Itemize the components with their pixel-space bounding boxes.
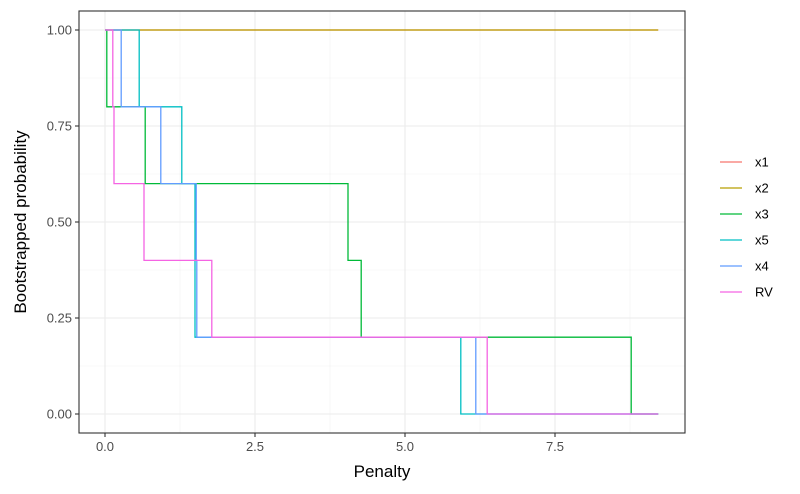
y-tick-label: 1.00 <box>47 23 72 38</box>
legend: x1 x2 x3 x5 x4 RV <box>720 155 773 300</box>
legend-item-rv: RV <box>720 285 773 300</box>
legend-label: x4 <box>755 259 769 274</box>
legend-item-x1: x1 <box>720 155 769 170</box>
legend-label: x5 <box>755 233 769 248</box>
y-tick-label: 0.50 <box>47 215 72 230</box>
y-tick-label: 0.75 <box>47 119 72 134</box>
legend-item-x5: x5 <box>720 233 769 248</box>
x-axis-title: Penalty <box>354 462 411 481</box>
series-line-rv <box>105 29 659 415</box>
x-tick-label: 2.5 <box>246 439 264 454</box>
x-tick-label: 0.0 <box>96 439 114 454</box>
legend-label: x2 <box>755 181 769 196</box>
major-gridlines <box>79 11 685 433</box>
legend-label: x1 <box>755 155 769 170</box>
x-axis: 0.0 2.5 5.0 7.5 <box>96 433 564 454</box>
series-lines <box>105 29 659 415</box>
series-line-x3 <box>105 29 659 415</box>
y-axis: 0.00 0.25 0.50 0.75 1.00 <box>47 23 79 422</box>
x-tick-label: 5.0 <box>396 439 414 454</box>
legend-label: RV <box>755 285 773 300</box>
x-tick-label: 7.5 <box>546 439 564 454</box>
legend-item-x3: x3 <box>720 207 769 222</box>
legend-label: x3 <box>755 207 769 222</box>
y-axis-title: Bootstrapped probability <box>11 130 30 314</box>
legend-item-x4: x4 <box>720 259 769 274</box>
minor-gridlines <box>79 11 685 433</box>
y-tick-label: 0.00 <box>47 407 72 422</box>
series-line-x4 <box>105 29 659 415</box>
y-tick-label: 0.25 <box>47 311 72 326</box>
legend-item-x2: x2 <box>720 181 769 196</box>
